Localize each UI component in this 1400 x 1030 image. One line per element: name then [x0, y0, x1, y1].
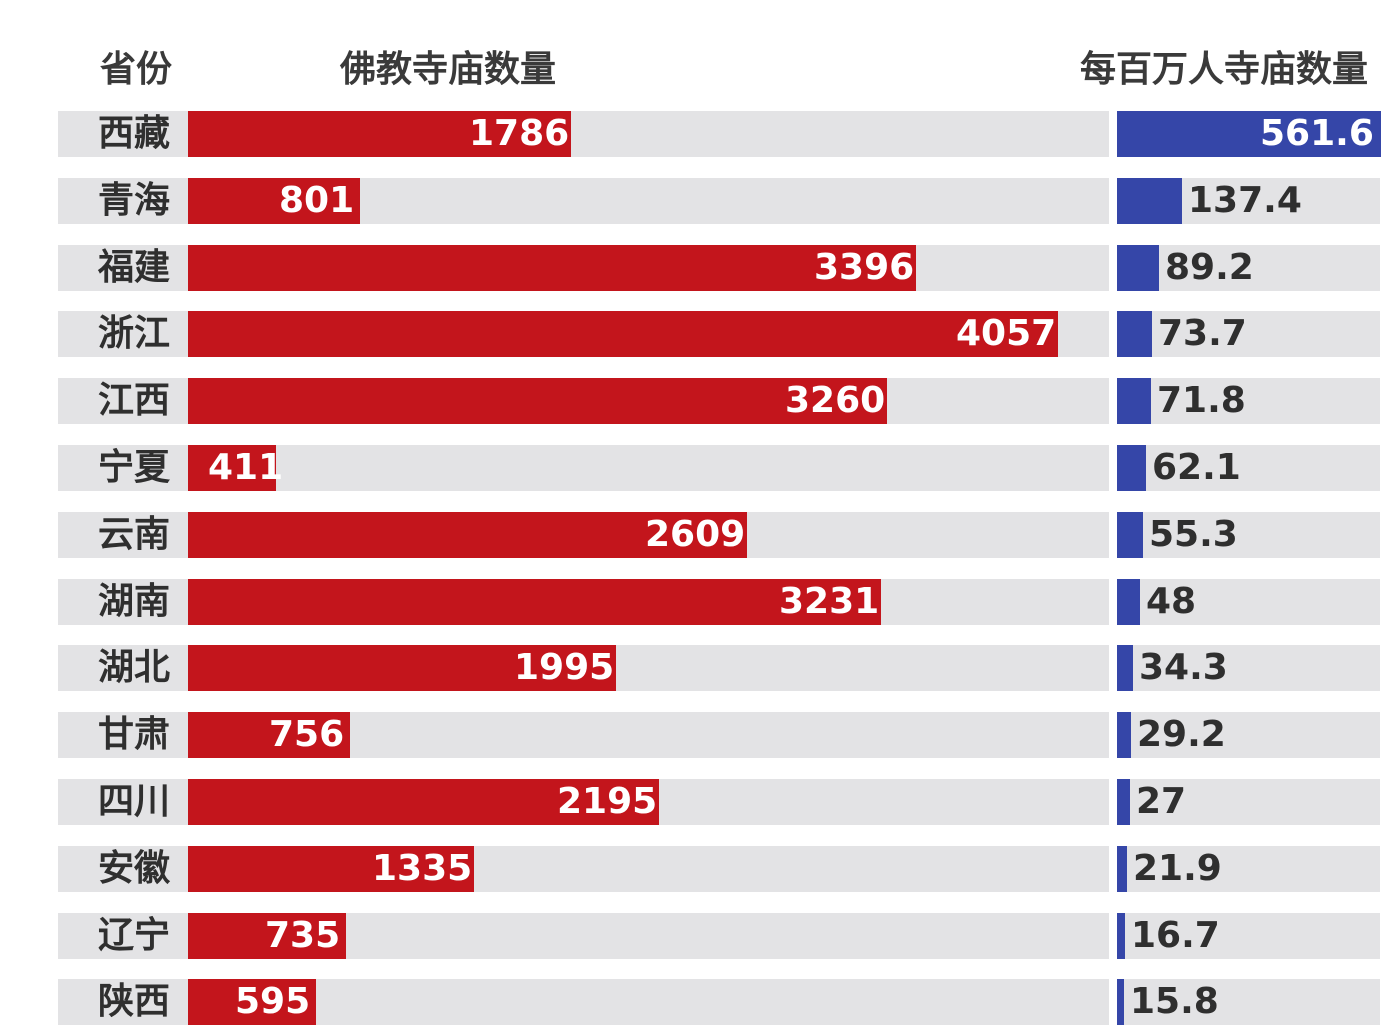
temples-bar: [188, 511, 747, 558]
per-million-bar: [1117, 445, 1146, 491]
column-separator: [1109, 445, 1117, 491]
temples-bar: [188, 912, 346, 959]
temples-bar: [188, 244, 916, 291]
province-label: 江西: [98, 380, 171, 422]
per-million-bar: [1117, 845, 1127, 892]
per-million-bar: [1117, 111, 1381, 157]
per-million-value-label: 137.4: [1188, 179, 1302, 221]
per-million-value-label: 55.3: [1149, 513, 1238, 555]
temples-value-label: 756: [269, 714, 345, 756]
per-million-bar: [1117, 712, 1131, 759]
column-separator: [1109, 912, 1117, 959]
temples-value-label: 2195: [557, 781, 658, 822]
per-million-value-label: 29.2: [1137, 714, 1226, 756]
column-separator: [1109, 979, 1117, 1026]
per-million-value-label: 561.6: [1260, 113, 1374, 154]
temples-value-label: 801: [279, 179, 355, 221]
per-million-bar: [1117, 511, 1143, 558]
province-label: 四川: [98, 781, 171, 822]
province-label: 西藏: [98, 113, 171, 154]
per-million-bar: [1117, 645, 1133, 692]
province-label: 安徽: [98, 847, 171, 889]
province-column-header: 省份: [100, 49, 173, 90]
column-separator: [1109, 712, 1117, 759]
per-million-value-label: 16.7: [1131, 914, 1220, 956]
per-million-bar: [1117, 177, 1182, 224]
per-million-bar: [1117, 779, 1130, 825]
temples-value-label: 2609: [645, 513, 746, 555]
temples-bar: [188, 578, 881, 625]
per-million-bar: [1117, 912, 1125, 959]
province-label: 福建: [98, 246, 171, 288]
per-million-value-label: 15.8: [1130, 981, 1219, 1023]
temples-value-label: 735: [265, 914, 341, 956]
column-separator: [1109, 111, 1117, 157]
temples-value-label: 4057: [956, 313, 1057, 355]
per-million-value-label: 73.7: [1158, 313, 1247, 355]
per-million-value-label: 34.3: [1139, 647, 1228, 689]
temples-bar: [188, 845, 474, 892]
per-million-value-label: 71.8: [1157, 380, 1246, 422]
column-separator: [1109, 311, 1117, 358]
province-label: 陕西: [98, 981, 171, 1023]
per-million-bar: [1117, 311, 1152, 358]
column-separator: [1109, 845, 1117, 892]
province-label: 云南: [98, 513, 171, 555]
temples-bar: [188, 645, 616, 692]
column-separator: [1109, 244, 1117, 291]
column-separator: [1109, 177, 1117, 224]
temples-value-label: 1786: [469, 113, 570, 154]
row-background: [58, 445, 1380, 491]
per-million-column-header: 每百万人寺庙数量: [1079, 49, 1368, 90]
province-label: 辽宁: [98, 914, 171, 956]
province-label: 甘肃: [98, 714, 171, 756]
per-million-value-label: 89.2: [1165, 246, 1254, 288]
temples-value-label: 1995: [514, 647, 615, 689]
temples-value-label: 595: [235, 981, 311, 1023]
per-million-bar: [1117, 578, 1140, 625]
column-separator: [1109, 645, 1117, 692]
per-million-bar: [1117, 378, 1151, 425]
temples-value-label: 3231: [779, 580, 880, 622]
temples-bar: [188, 378, 887, 425]
per-million-value-label: 48: [1146, 580, 1197, 622]
province-label: 湖南: [98, 580, 171, 622]
temples-bar: [188, 177, 360, 224]
per-million-bar: [1117, 979, 1124, 1026]
temples-value-label: 1335: [372, 847, 473, 889]
province-label: 湖北: [98, 647, 171, 689]
province-label: 青海: [98, 179, 171, 221]
per-million-value-label: 27: [1136, 781, 1187, 822]
temples-value-label: 3260: [785, 380, 886, 422]
per-million-value-label: 62.1: [1152, 447, 1241, 488]
per-million-bar: [1117, 244, 1159, 291]
temples-bar: [188, 712, 350, 759]
per-million-value-label: 21.9: [1133, 847, 1222, 889]
province-label: 宁夏: [98, 447, 171, 488]
column-separator: [1109, 578, 1117, 625]
temples-bar: [188, 979, 316, 1026]
temples-bar: [188, 311, 1058, 358]
temples-bar: [188, 445, 276, 491]
temples-bar: [188, 779, 659, 825]
temples-bar: [188, 111, 571, 157]
temples-value-label: 3396: [814, 246, 915, 288]
column-separator: [1109, 779, 1117, 825]
temples-column-header: 佛教寺庙数量: [340, 49, 557, 90]
column-separator: [1109, 511, 1117, 558]
temples-value-label: 411: [208, 447, 284, 488]
province-label: 浙江: [98, 313, 171, 355]
column-separator: [1109, 378, 1117, 425]
